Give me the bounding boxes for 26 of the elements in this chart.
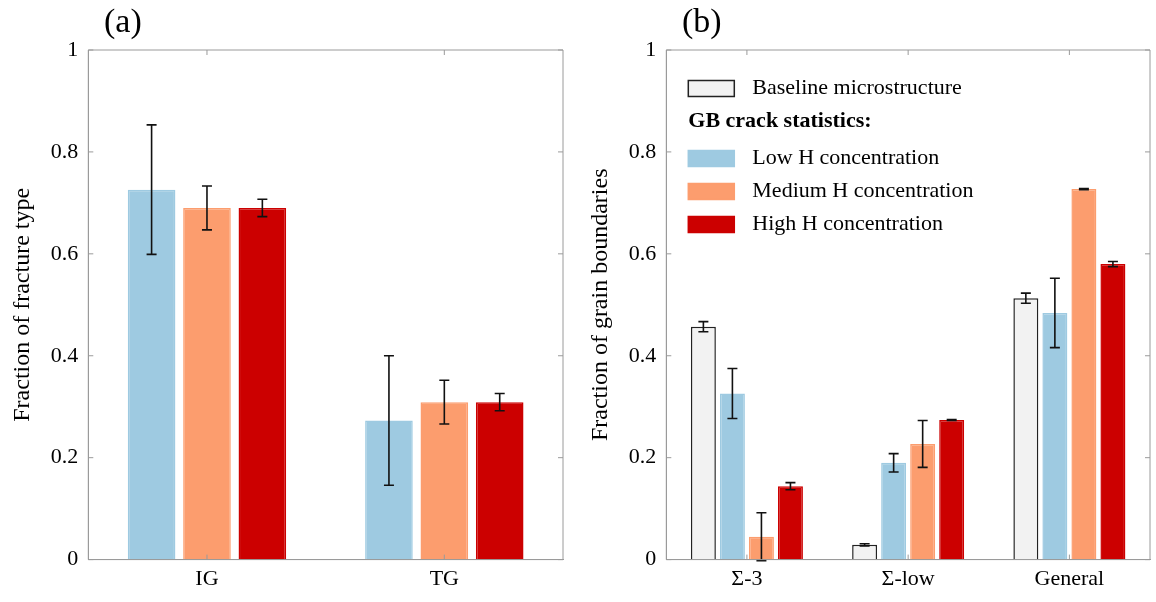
y-tick-label: 1 xyxy=(67,35,79,61)
x-tick-label: IG xyxy=(195,564,219,590)
y-tick-label: 0 xyxy=(67,545,79,571)
x-tick-label: Σ-3 xyxy=(731,564,763,590)
y-tick-label: 0.6 xyxy=(628,239,657,265)
legend-label: Medium H concentration xyxy=(752,177,974,203)
y-tick-label: 0 xyxy=(645,545,657,571)
legend-label: Low H concentration xyxy=(752,144,940,170)
y-tick-label: 0.2 xyxy=(50,443,79,469)
y-tick-label: 0.2 xyxy=(628,443,657,469)
legend-label: Baseline microstructure xyxy=(752,74,962,100)
chart-title: (b) xyxy=(682,2,722,40)
x-tick-label: General xyxy=(1034,564,1105,590)
legend-title: GB crack statistics: xyxy=(688,107,872,133)
y-axis-title: Fraction of grain boundaries xyxy=(585,168,612,442)
y-tick-label: 0.8 xyxy=(628,137,657,163)
y-tick-label: 1 xyxy=(645,35,657,61)
y-tick-label: 0.4 xyxy=(50,341,79,367)
x-tick-label: TG xyxy=(429,564,460,590)
y-tick-label: 0.8 xyxy=(50,137,79,163)
y-tick-label: 0.6 xyxy=(50,239,79,265)
x-tick-label: Σ-low xyxy=(881,564,935,590)
y-axis-title: Fraction of fracture type xyxy=(7,187,34,422)
legend-label: High H concentration xyxy=(752,210,943,236)
y-tick-label: 0.4 xyxy=(628,341,657,367)
chart-title: (a) xyxy=(104,2,142,40)
